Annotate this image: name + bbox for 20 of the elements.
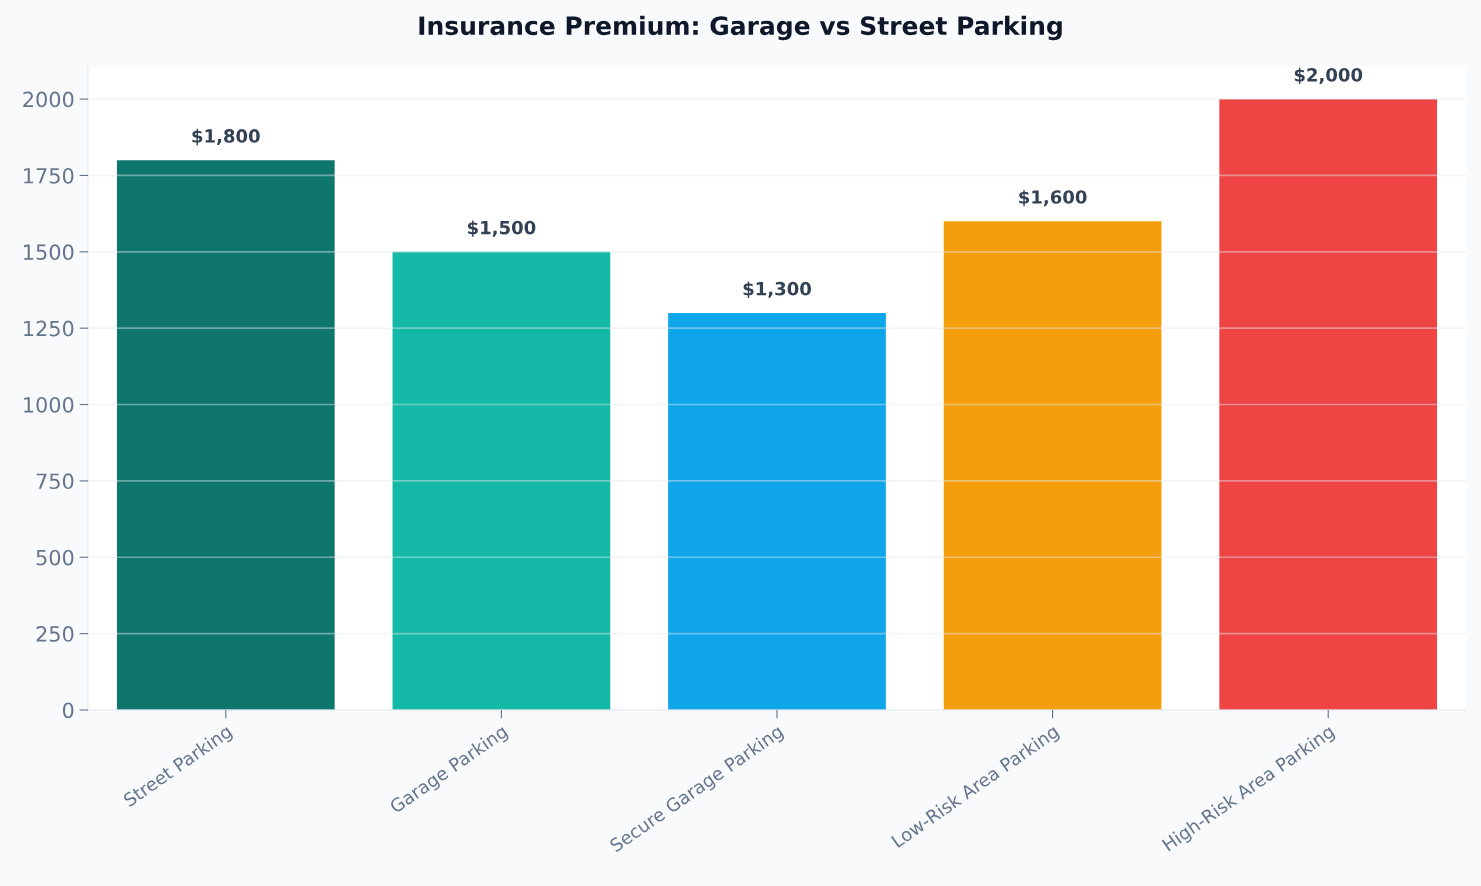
data-label: $1,800 <box>192 128 260 146</box>
y-tick-label: 1750 <box>24 167 74 184</box>
bar <box>1219 99 1438 710</box>
data-label: $1,300 <box>743 281 811 298</box>
data-label: $2,000 <box>1294 67 1363 85</box>
y-tick-label: 1500 <box>24 244 74 261</box>
data-label: $1,500 <box>467 220 536 237</box>
bar <box>668 312 886 710</box>
y-tick-label: 500 <box>36 549 74 566</box>
chart-title: Insurance Premium: Garage vs Street Parking <box>419 15 1062 41</box>
bar <box>392 251 611 710</box>
data-label: $1,600 <box>1019 189 1087 207</box>
y-tick-label: 1000 <box>24 396 74 413</box>
y-tick-label: 0 <box>62 702 74 719</box>
bar <box>116 160 335 710</box>
y-tick-label: 750 <box>36 473 74 490</box>
bar <box>943 221 1162 710</box>
y-tick-label: 2000 <box>23 91 74 108</box>
y-tick-label: 250 <box>36 626 74 642</box>
y-tick-label: 1250 <box>24 320 74 337</box>
